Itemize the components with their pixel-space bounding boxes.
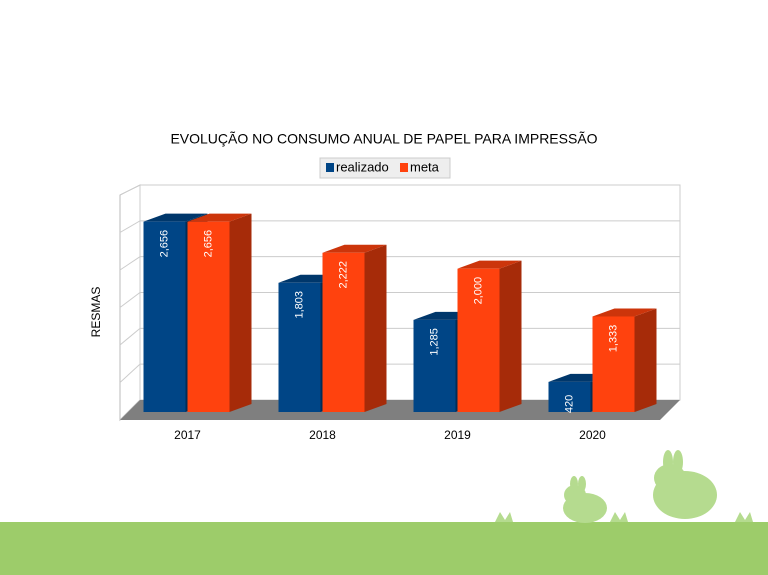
bar-top — [322, 244, 387, 253]
grid-line — [119, 256, 680, 271]
grid-line — [119, 184, 680, 196]
bar — [413, 319, 456, 412]
legend-label: realizado — [336, 159, 389, 174]
value-label: 2,656 — [158, 230, 170, 258]
bar-side — [499, 260, 522, 412]
x-tick-label: 2018 — [309, 428, 336, 442]
grid-line — [119, 220, 680, 233]
legend-swatch — [326, 163, 334, 172]
bar-top — [143, 213, 208, 222]
y-axis-label: RESMAS — [89, 287, 103, 338]
grass-band — [0, 522, 768, 575]
bar — [143, 221, 186, 412]
bar — [187, 221, 230, 412]
bunny-decoration — [495, 450, 753, 523]
value-label: 420 — [563, 395, 575, 413]
x-tick-label: 2017 — [174, 428, 201, 442]
legend-box — [319, 157, 451, 179]
bar-side — [364, 244, 387, 412]
bar — [278, 282, 321, 412]
value-label: 2,222 — [337, 261, 349, 289]
bar — [548, 381, 591, 412]
bar-top — [592, 308, 657, 317]
bar — [322, 252, 365, 412]
bar — [592, 316, 635, 412]
side-wall — [119, 184, 141, 422]
floor — [120, 400, 680, 420]
bar-top — [187, 213, 252, 222]
value-label: 2,656 — [202, 230, 214, 258]
x-tick-label: 2020 — [579, 428, 606, 442]
legend-label: meta — [410, 159, 440, 174]
value-label: 1,285 — [428, 328, 440, 356]
chart-title: EVOLUÇÃO NO CONSUMO ANUAL DE PAPEL PARA … — [170, 131, 597, 147]
bar-top — [457, 260, 522, 269]
bar — [457, 268, 500, 412]
x-tick-label: 2019 — [444, 428, 471, 442]
value-label: 1,333 — [607, 325, 619, 353]
legend-swatch — [400, 163, 408, 172]
bar-side — [634, 308, 657, 412]
value-label: 2,000 — [472, 277, 484, 305]
value-label: 1,803 — [293, 291, 305, 319]
bar-side — [229, 213, 252, 412]
